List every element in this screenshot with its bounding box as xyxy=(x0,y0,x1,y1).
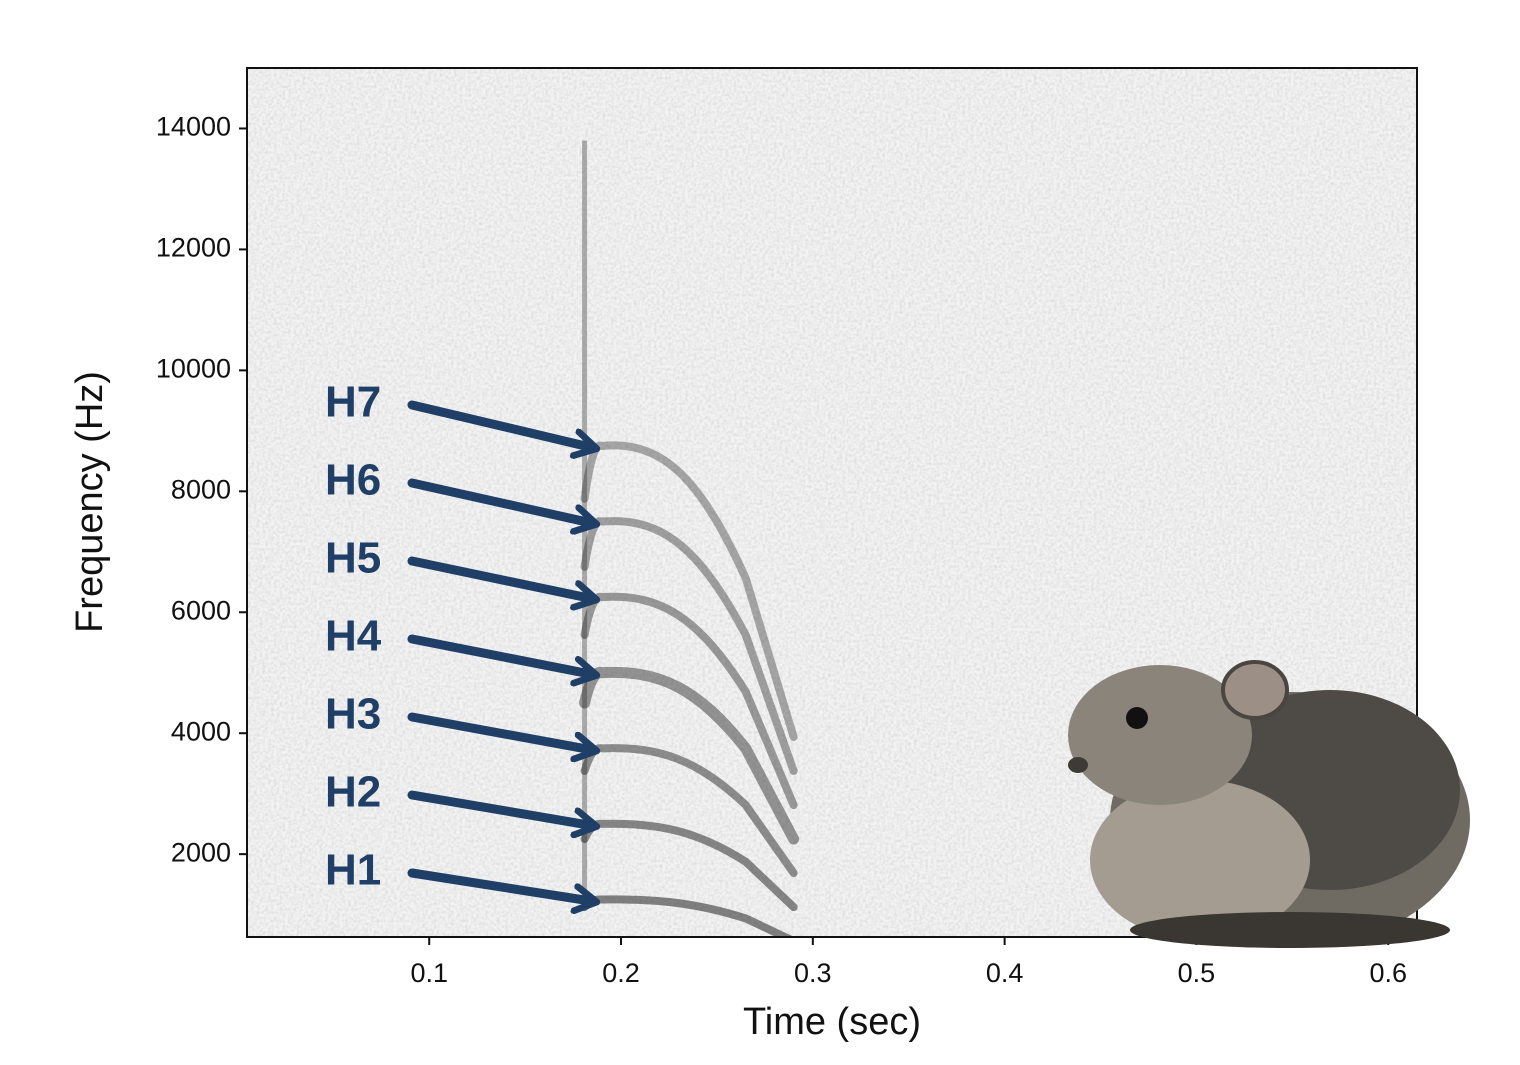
harmonic-label: H1 xyxy=(325,846,381,895)
harmonic-arrow xyxy=(407,478,594,524)
x-tick-label: 0.6 xyxy=(1369,958,1407,988)
harmonic-label: H3 xyxy=(325,690,381,739)
x-tick-label: 0.3 xyxy=(794,958,832,988)
y-tick-label: 10000 xyxy=(156,353,231,383)
y-tick-label: 4000 xyxy=(171,716,231,746)
harmonic-label: H6 xyxy=(325,456,381,505)
y-tick-label: 6000 xyxy=(171,595,231,625)
harmonic-label: H4 xyxy=(325,612,382,661)
harmonic-arrow xyxy=(407,634,594,675)
harmonic-label: H2 xyxy=(325,768,381,817)
harmonic-arrow xyxy=(407,790,594,826)
harmonic xyxy=(580,441,798,741)
harmonic-arrow xyxy=(407,712,594,750)
harmonic-label: H5 xyxy=(325,534,381,583)
harmonic-arrow xyxy=(407,868,594,902)
harmonic-arrow xyxy=(407,556,594,599)
y-tick-label: 2000 xyxy=(171,837,231,867)
harmonic-arrow xyxy=(407,400,594,448)
x-axis-label: Time (sec) xyxy=(743,1001,921,1043)
y-tick-label: 14000 xyxy=(156,112,231,142)
harmonic-label: H7 xyxy=(325,378,381,427)
x-tick-label: 0.1 xyxy=(410,958,448,988)
x-tick-label: 0.5 xyxy=(1178,958,1216,988)
hamster-illustration xyxy=(1068,660,1470,948)
y-tick-label: 12000 xyxy=(156,233,231,263)
y-tick-label: 8000 xyxy=(171,474,231,504)
x-tick-label: 0.2 xyxy=(602,958,640,988)
plot-frame xyxy=(246,67,1418,938)
x-tick-label: 0.4 xyxy=(986,958,1024,988)
y-axis-label: Frequency (Hz) xyxy=(69,371,111,633)
